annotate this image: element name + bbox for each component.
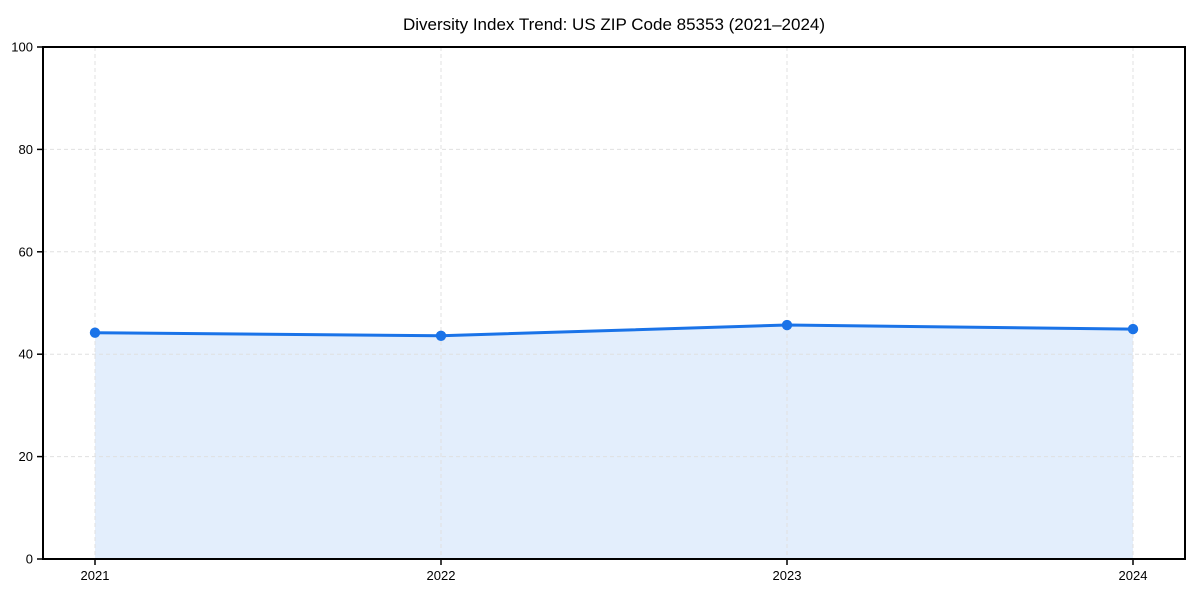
x-tick-label-2022: 2022 — [427, 568, 456, 583]
series-line-diversity-index — [93, 323, 1135, 338]
x-tick-label-2021: 2021 — [81, 568, 110, 583]
x-tick-label-2024: 2024 — [1119, 568, 1148, 583]
y-tick-label-100: 100 — [11, 40, 33, 55]
x-tick-label-2023: 2023 — [773, 568, 802, 583]
area-fill — [95, 325, 1133, 559]
data-point-2022 — [435, 330, 447, 341]
data-point-2024 — [1127, 323, 1139, 335]
y-tick-label-20: 20 — [19, 449, 33, 464]
y-tick-label-80: 80 — [19, 142, 33, 157]
y-tick-label-0: 0 — [26, 552, 33, 567]
data-point-2023 — [781, 319, 793, 331]
y-tick-label-60: 60 — [19, 244, 33, 259]
chart-title: Diversity Index Trend: US ZIP Code 85353… — [403, 15, 825, 34]
y-tick-label-40: 40 — [19, 347, 33, 362]
data-point-2021 — [89, 327, 101, 338]
plot-area: 0 20 40 60 80 100 2021 2022 2023 2024 — [11, 40, 1186, 583]
axes-spines — [42, 46, 1186, 560]
